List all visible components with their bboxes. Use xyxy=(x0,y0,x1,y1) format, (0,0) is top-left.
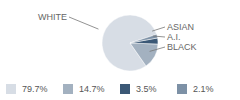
svg-text:BLACK: BLACK xyxy=(167,42,197,52)
svg-text:WHITE: WHITE xyxy=(38,12,67,22)
svg-text:ASIAN: ASIAN xyxy=(167,22,194,32)
html-text:2.1%: 2.1% xyxy=(193,84,214,94)
svg-text:A.I.: A.I. xyxy=(167,32,181,42)
html-text:79.7%: 79.7% xyxy=(22,84,48,94)
html-text:14.7%: 14.7% xyxy=(79,84,105,94)
html-text:3.5%: 3.5% xyxy=(136,84,157,94)
